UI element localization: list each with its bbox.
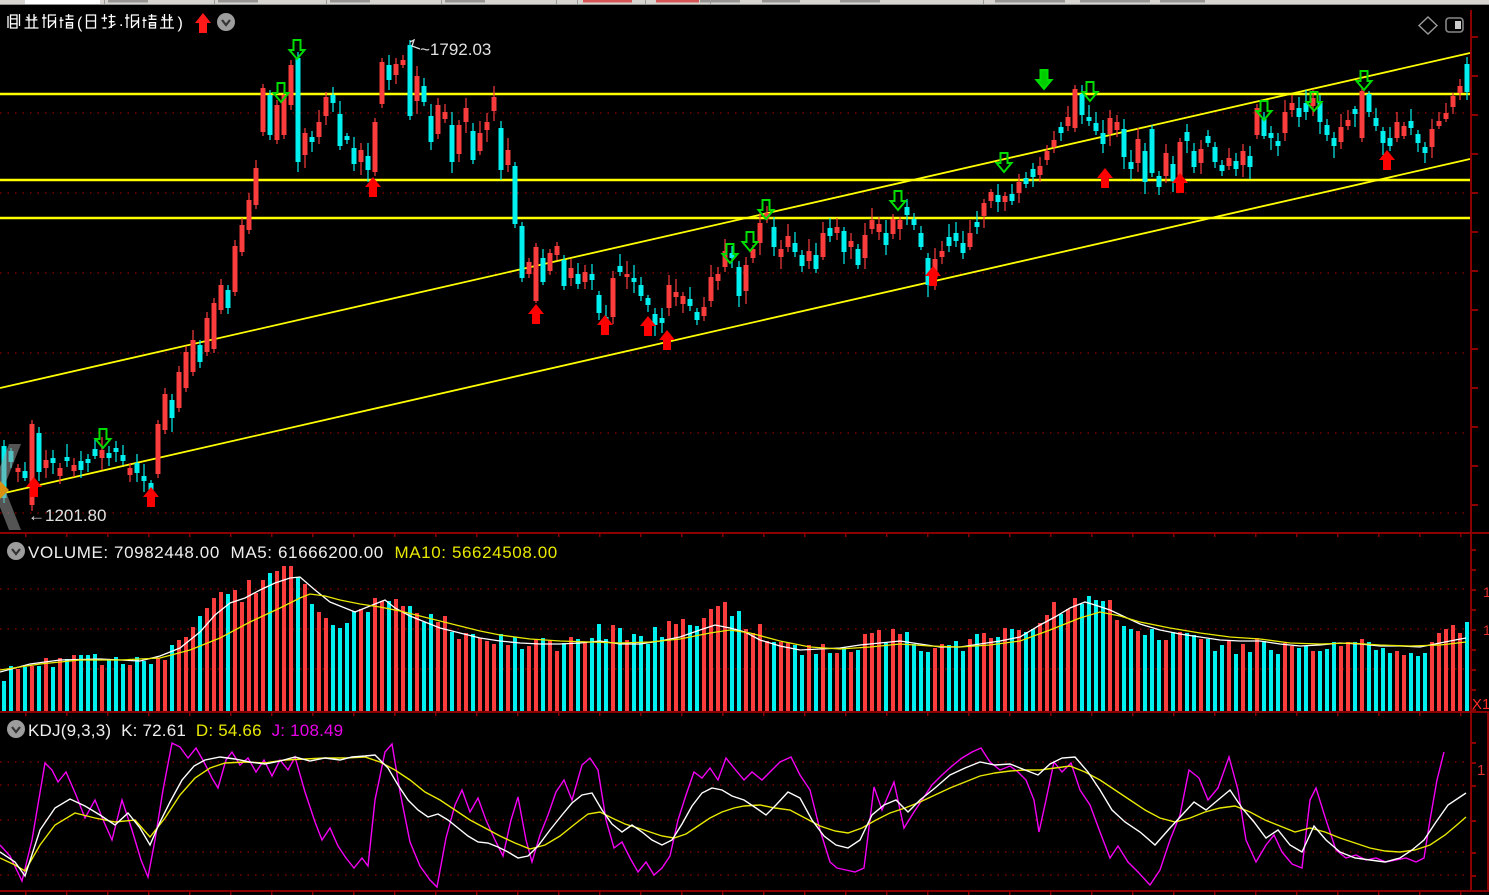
svg-text:~1792.03: ~1792.03 [420,40,491,59]
svg-text:(: ( [77,15,83,32]
svg-text:10: 10 [1483,584,1489,600]
svg-text:10: 10 [1483,622,1489,638]
svg-text:X1: X1 [1472,696,1489,713]
svg-text:.: . [119,13,123,30]
svg-text:←1201.80: ←1201.80 [28,506,106,525]
svg-text:KDJ(9,3,3) K: 72.61 D: 54.66: KDJ(9,3,3) K: 72.61 D: 54.66 J: 108.49 [28,721,343,740]
svg-text:): ) [178,15,183,32]
svg-text:1: 1 [1477,762,1485,779]
svg-text:VOLUME: 70982448.00 MA5: 6166: VOLUME: 70982448.00 MA5: 61666200.00 MA1… [28,543,558,562]
